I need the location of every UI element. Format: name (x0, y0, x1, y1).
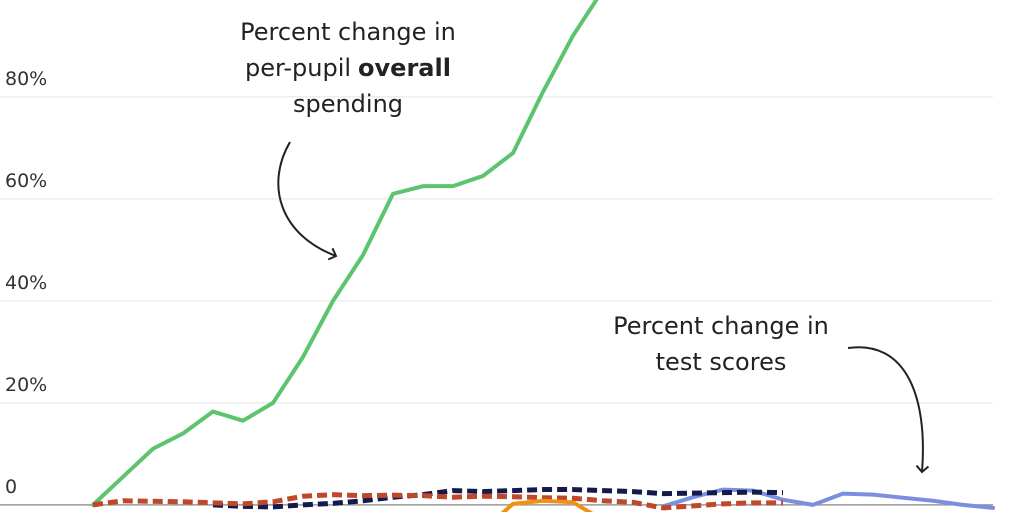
annotation: spending (293, 90, 403, 118)
series-line (91, 0, 599, 507)
y-tick-label: 20% (5, 374, 47, 396)
series-line (500, 498, 594, 512)
y-tick-label: 80% (5, 68, 47, 90)
grid: 0 20% 40% 60% 80% (0, 68, 993, 506)
annotation: per-pupil (245, 54, 351, 82)
annotation: Percent change in (240, 18, 456, 46)
annotation-bold: overall (358, 54, 451, 82)
series-line (212, 487, 784, 510)
annotation: Percent change in (613, 312, 829, 340)
annotation: per-pupil overall (245, 54, 451, 82)
annotation: test scores (656, 348, 787, 376)
series-line (661, 487, 995, 510)
y-tick-label: 40% (5, 272, 47, 294)
y-tick-label: 60% (5, 170, 47, 192)
arrow (847, 346, 930, 474)
series-line (92, 492, 783, 511)
plot-area (91, 0, 995, 512)
arrow (277, 141, 338, 261)
y-tick-label: 0 (5, 476, 17, 498)
